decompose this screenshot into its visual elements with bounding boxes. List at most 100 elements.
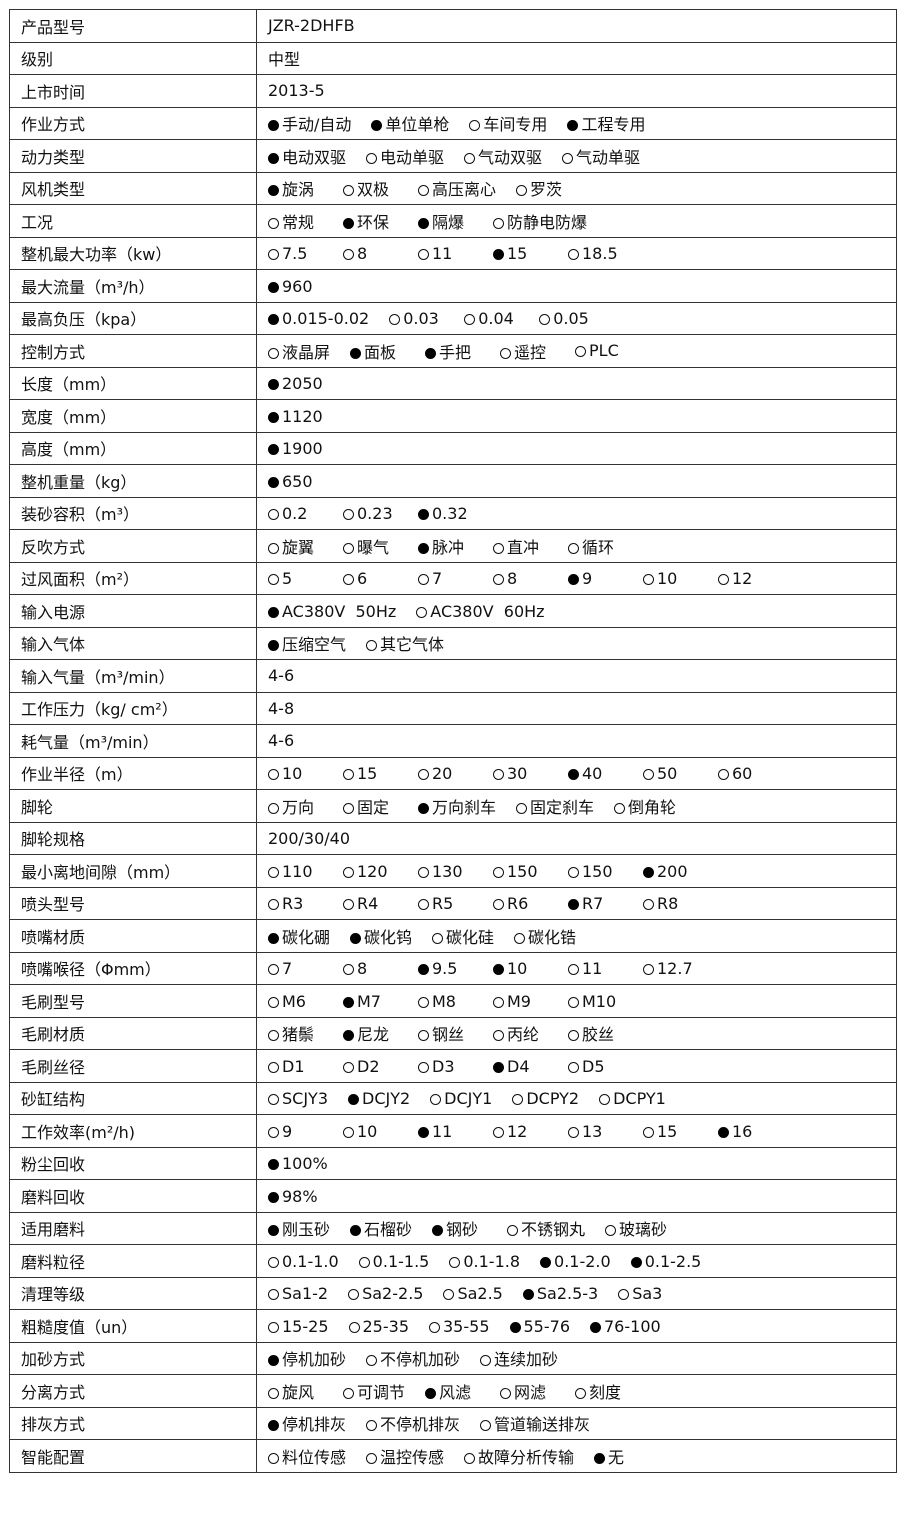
option-label: 11 — [432, 1121, 453, 1141]
option-label: 18.5 — [582, 244, 618, 264]
spec-label: 毛刷型号 — [9, 984, 257, 1018]
option: PLC — [575, 341, 650, 360]
spec-value: 电动双驱 电动单驱 气动双驱 气动单驱 — [256, 139, 897, 173]
option: 网滤 — [500, 1379, 575, 1403]
option-label: 13 — [582, 1121, 603, 1141]
empty-circle-icon — [268, 1030, 279, 1042]
option-label: 9 — [282, 1121, 293, 1141]
spec-value: 4-6 — [256, 724, 897, 758]
empty-circle-icon — [268, 1256, 279, 1268]
spec-row: 清理等级 Sa1-2 Sa2-2.5 Sa2.5 Sa2.5-3 Sa3 — [9, 1276, 897, 1310]
spec-value: 110 120 130 150 150 200 — [256, 854, 897, 888]
option-label: 工程专用 — [581, 115, 646, 135]
spec-row: 磨料粒径 0.1-1.0 0.1-1.5 0.1-1.8 0.1-2.0 0.1-2.5 — [9, 1244, 897, 1278]
option-label: DCJY2 — [362, 1089, 411, 1109]
empty-circle-icon — [432, 932, 444, 944]
option-label: 料位传感 — [282, 1447, 347, 1467]
spec-row: 长度（mm） 2050 — [9, 366, 897, 400]
empty-circle-icon — [575, 346, 587, 358]
option-label: 120 — [357, 861, 388, 881]
option: 双极 — [343, 176, 418, 200]
empty-circle-icon — [599, 1094, 611, 1106]
spec-label: 智能配置 — [9, 1439, 257, 1473]
spec-label: 输入电源 — [9, 594, 257, 628]
spec-row: 整机最大功率（kw） 7.5 8 11 15 18.5 — [9, 236, 897, 270]
option-label: 刻度 — [589, 1382, 622, 1402]
option: 12 — [493, 1122, 568, 1141]
spec-value: 2050 — [256, 366, 897, 400]
empty-circle-icon — [568, 542, 579, 554]
empty-circle-icon — [643, 964, 654, 976]
spec-row: 喷头型号 R3 R4 R5 R6 R7 R8 — [9, 886, 897, 920]
empty-circle-icon — [268, 1452, 279, 1464]
spec-row: 粉尘回收 100% — [9, 1146, 897, 1180]
filled-circle-icon — [268, 640, 279, 652]
empty-circle-icon — [643, 899, 654, 911]
spec-row: 毛刷型号 M6 M7 M8 M9 M10 — [9, 984, 897, 1018]
spec-row: 输入气体 压缩空气 其它气体 — [9, 626, 897, 660]
option: 直冲 — [493, 534, 568, 558]
option-label: R7 — [582, 894, 604, 914]
filled-circle-icon — [643, 866, 654, 878]
option: 100% — [268, 1154, 348, 1173]
option: 石榴砂 — [350, 1216, 432, 1240]
filled-circle-icon — [268, 185, 279, 197]
option-label: 12 — [507, 1121, 528, 1141]
option: 0.04 — [464, 309, 539, 328]
empty-circle-icon — [268, 866, 279, 878]
option-label: 0.05 — [553, 309, 589, 329]
option-label: 0.1-1.8 — [463, 1251, 521, 1271]
option: 温控传感 — [366, 1444, 464, 1468]
option-label: 碳化硼 — [282, 927, 331, 947]
empty-circle-icon — [418, 574, 429, 586]
option-label: Sa2-2.5 — [362, 1284, 424, 1304]
filled-circle-icon — [268, 1225, 279, 1237]
option-label: 0.1-2.0 — [554, 1251, 611, 1271]
filled-circle-icon — [343, 996, 354, 1008]
option-label: 故障分析传输 — [478, 1447, 575, 1467]
empty-circle-icon — [493, 217, 504, 229]
option: 钢丝 — [418, 1021, 493, 1045]
option: 曝气 — [343, 534, 418, 558]
option: SCJY3 — [268, 1089, 348, 1108]
empty-circle-icon — [348, 1321, 360, 1333]
empty-circle-icon — [469, 120, 481, 132]
option-label: 130 — [432, 861, 463, 881]
option-label: 固定 — [357, 797, 390, 817]
empty-circle-icon — [493, 574, 504, 586]
option-label: 钢丝 — [432, 1025, 465, 1045]
empty-circle-icon — [493, 542, 504, 554]
filled-circle-icon — [268, 120, 279, 132]
spec-value: M6 M7 M8 M9 M10 — [256, 984, 897, 1018]
option: 旋涡 — [268, 176, 343, 200]
spec-row: 喷嘴材质 碳化硼 碳化钨 碳化硅 碳化锆 — [9, 919, 897, 953]
empty-circle-icon — [268, 1289, 279, 1301]
option-label: 常规 — [282, 212, 315, 232]
spec-value: 200/30/40 — [256, 821, 897, 855]
option: 0.32 — [418, 504, 493, 523]
empty-circle-icon — [343, 249, 354, 261]
empty-circle-icon — [575, 1387, 587, 1399]
spec-value: 10 15 20 30 40 50 60 — [256, 756, 897, 790]
filled-circle-icon — [418, 542, 429, 554]
option-label: 连续加砂 — [494, 1350, 559, 1370]
option: 尼龙 — [343, 1021, 418, 1045]
spec-value: 猪鬃 尼龙 钢丝 丙纶 胶丝 — [256, 1016, 897, 1050]
option-label: R8 — [657, 894, 679, 914]
option-label: DCPY1 — [613, 1089, 666, 1109]
empty-circle-icon — [449, 1256, 461, 1268]
spec-row: 作业方式 手动/自动 单位单枪 车间专用 工程专用 — [9, 106, 897, 140]
option: 刚玉砂 — [268, 1216, 350, 1240]
spec-label: 脚轮 — [9, 789, 257, 823]
spec-value: 5 6 7 8 9 10 12 — [256, 561, 897, 595]
empty-circle-icon — [268, 217, 279, 229]
option: 不锈钢丸 — [507, 1216, 605, 1240]
option-label: 11 — [432, 244, 453, 264]
spec-label: 砂缸结构 — [9, 1081, 257, 1115]
option: R6 — [493, 894, 568, 913]
option-label: 碳化钨 — [364, 927, 413, 947]
option: 10 — [268, 764, 343, 783]
option: D4 — [493, 1057, 568, 1076]
option-label: 管道输送排灰 — [494, 1415, 591, 1435]
option-label: 罗茨 — [530, 180, 563, 200]
